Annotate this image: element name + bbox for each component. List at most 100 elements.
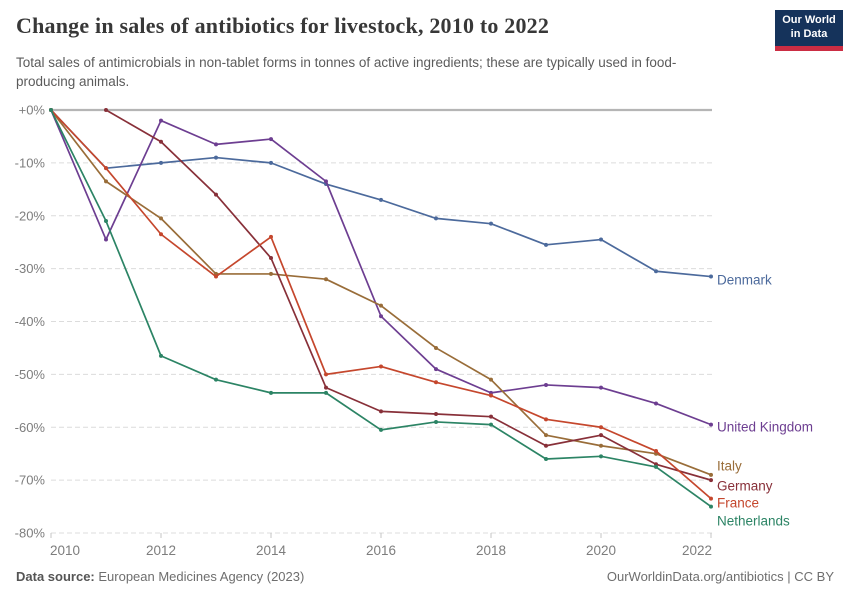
x-axis-tick-label: 2022 <box>682 543 712 558</box>
y-axis-tick-label: -60% <box>15 420 46 435</box>
series-label-united-kingdom[interactable]: United Kingdom <box>717 420 813 435</box>
data-point-germany <box>544 443 548 448</box>
data-point-france <box>214 274 218 279</box>
data-point-italy <box>159 216 163 221</box>
data-point-united-kingdom <box>324 179 328 184</box>
data-point-italy <box>599 443 603 448</box>
data-point-france <box>159 232 163 237</box>
data-point-france <box>434 380 438 385</box>
data-point-germany <box>434 412 438 417</box>
data-point-france <box>104 166 108 171</box>
y-axis-tick-label: -70% <box>15 473 46 488</box>
owid-logo-line2: in Data <box>790 28 828 40</box>
series-label-netherlands[interactable]: Netherlands <box>717 514 790 529</box>
y-axis-tick-label: -80% <box>15 526 46 541</box>
y-axis-tick-label: -20% <box>15 208 46 223</box>
x-axis-tick-label: 2020 <box>586 543 616 558</box>
data-point-united-kingdom <box>214 142 218 147</box>
data-point-germany <box>214 192 218 197</box>
data-source-text: European Medicines Agency (2023) <box>94 569 305 584</box>
data-point-france <box>489 393 493 398</box>
data-point-united-kingdom <box>269 137 273 142</box>
data-point-netherlands <box>599 454 603 459</box>
data-point-italy <box>324 277 328 282</box>
data-point-united-kingdom <box>654 401 658 406</box>
y-axis-tick-label: -40% <box>15 314 46 329</box>
series-label-germany[interactable]: Germany <box>717 479 773 494</box>
data-point-italy <box>379 303 383 308</box>
series-line-united-kingdom <box>50 109 712 426</box>
series-denmark: Denmark <box>49 108 772 288</box>
chart-title: Change in sales of antibiotics for lives… <box>16 13 550 38</box>
series-italy: Italy <box>49 108 742 477</box>
x-axis-tick-label: 2014 <box>256 543 287 558</box>
data-point-united-kingdom <box>599 385 603 390</box>
data-point-united-kingdom <box>709 422 713 427</box>
data-point-france <box>324 372 328 377</box>
data-point-united-kingdom <box>379 314 383 319</box>
y-axis-tick-label: -10% <box>15 155 46 170</box>
data-point-denmark <box>654 269 658 274</box>
data-point-germany <box>379 409 383 414</box>
data-point-netherlands <box>434 419 438 424</box>
data-point-germany <box>324 385 328 390</box>
data-point-france <box>379 364 383 369</box>
data-point-germany <box>269 256 273 261</box>
data-point-france <box>599 425 603 430</box>
data-point-france <box>544 417 548 422</box>
data-point-netherlands <box>214 377 218 382</box>
data-point-netherlands <box>324 390 328 395</box>
x-axis-tick-label: 2010 <box>50 543 80 558</box>
series-germany: Germany <box>104 108 773 494</box>
data-point-netherlands <box>269 390 273 395</box>
chart-subtitle: Total sales of antimicrobials in non-tab… <box>16 55 677 89</box>
data-point-united-kingdom <box>434 367 438 372</box>
data-point-denmark <box>214 155 218 160</box>
data-point-netherlands <box>379 427 383 432</box>
data-point-netherlands <box>544 456 548 461</box>
data-point-italy <box>489 377 493 382</box>
series-label-denmark[interactable]: Denmark <box>717 273 772 288</box>
data-point-germany <box>709 478 713 483</box>
data-point-germany <box>159 139 163 144</box>
data-point-france <box>709 496 713 501</box>
data-point-germany <box>489 414 493 419</box>
x-axis-tick-label: 2012 <box>146 543 176 558</box>
data-point-germany <box>599 433 603 438</box>
owid-license-link[interactable]: OurWorldinData.org/antibiotics | CC BY <box>606 569 834 584</box>
series-label-france[interactable]: France <box>717 496 759 511</box>
data-point-netherlands <box>709 504 713 509</box>
series-united-kingdom: United Kingdom <box>49 108 813 435</box>
data-point-italy <box>434 345 438 350</box>
owid-logo-line1: Our World <box>782 14 836 27</box>
data-point-italy <box>269 271 273 276</box>
data-point-netherlands <box>489 422 493 427</box>
series-france: France <box>49 108 759 511</box>
data-point-united-kingdom <box>104 237 108 242</box>
data-source-label: Data source: <box>16 569 95 584</box>
data-point-denmark <box>544 242 548 247</box>
data-point-netherlands <box>104 219 108 224</box>
series-line-germany <box>105 109 712 481</box>
data-point-netherlands <box>49 108 53 112</box>
data-point-germany <box>104 108 108 112</box>
data-source-note: Data source: European Medicines Agency (… <box>16 569 304 584</box>
data-point-united-kingdom <box>544 382 548 387</box>
data-point-italy <box>104 179 108 184</box>
data-point-denmark <box>599 237 603 242</box>
data-point-netherlands <box>159 353 163 358</box>
series-netherlands: Netherlands <box>49 108 790 529</box>
data-point-italy <box>544 433 548 438</box>
data-point-france <box>269 234 273 239</box>
data-point-denmark <box>434 216 438 221</box>
data-point-netherlands <box>654 464 658 469</box>
data-point-denmark <box>379 197 383 202</box>
data-point-france <box>654 449 658 454</box>
y-axis-tick-label: -30% <box>15 261 46 276</box>
owid-logo[interactable]: Our World in Data <box>775 10 843 51</box>
data-point-united-kingdom <box>159 118 163 123</box>
data-point-denmark <box>709 274 713 279</box>
series-label-italy[interactable]: Italy <box>717 459 742 474</box>
